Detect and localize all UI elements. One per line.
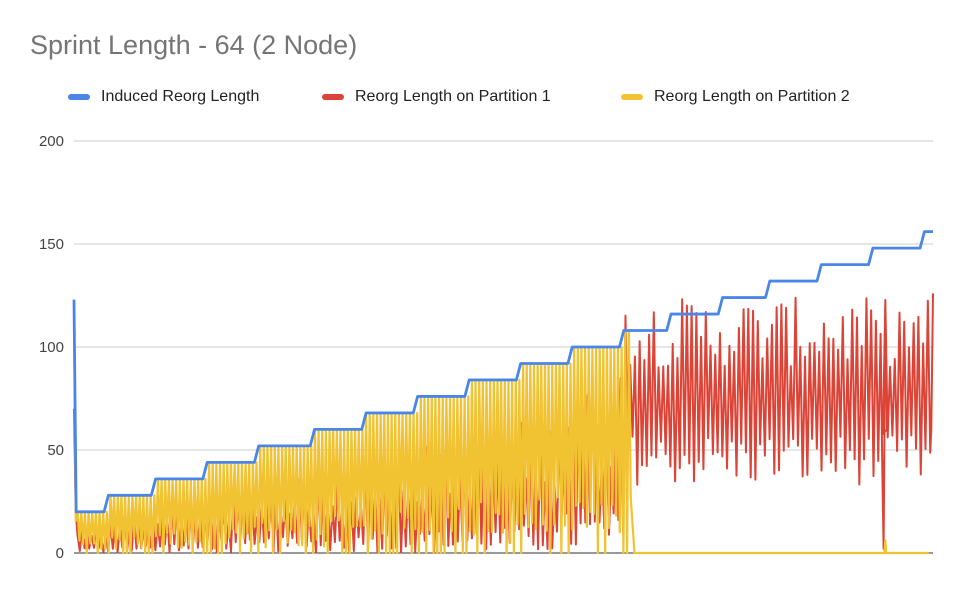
legend-label-partition-1: Reorg Length on Partition 1 xyxy=(355,88,551,105)
y-tick-label-50: 50 xyxy=(47,442,64,459)
series-line-partition-2 xyxy=(72,299,929,555)
legend-item-partition-2[interactable]: Reorg Length on Partition 2 xyxy=(621,88,850,106)
y-tick-label-200: 200 xyxy=(39,133,64,150)
legend-item-induced[interactable]: Induced Reorg Length xyxy=(68,88,259,106)
chart-title: Sprint Length - 64 (2 Node) xyxy=(30,30,358,60)
legend-swatch-partition-2 xyxy=(621,94,643,100)
series-line-induced xyxy=(72,230,933,514)
legend-swatch-partition-1 xyxy=(322,94,344,100)
y-tick-label-100: 100 xyxy=(39,339,64,356)
legend-item-partition-1[interactable]: Reorg Length on Partition 1 xyxy=(322,88,551,106)
legend-label-induced: Induced Reorg Length xyxy=(101,88,260,105)
y-tick-label-150: 150 xyxy=(39,236,64,253)
legend-swatch-induced xyxy=(68,94,90,100)
y-tick-label-0: 0 xyxy=(56,545,64,562)
legend-label-partition-2: Reorg Length on Partition 2 xyxy=(654,88,850,105)
